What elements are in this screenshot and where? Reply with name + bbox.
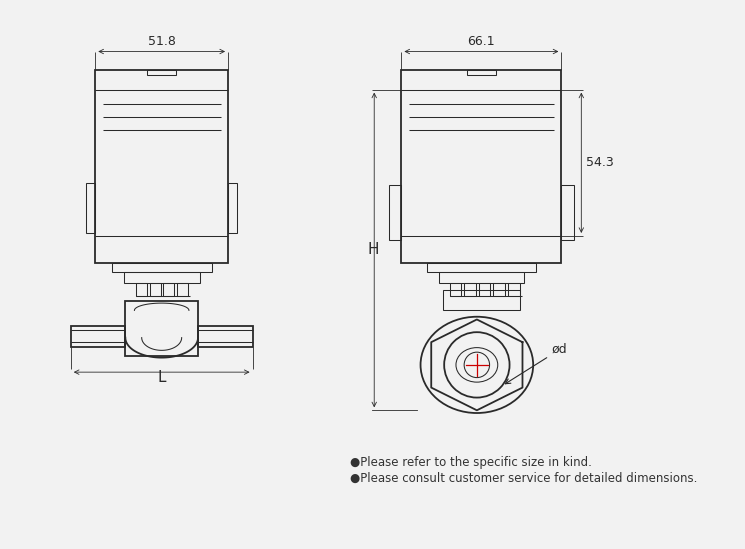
Bar (177, 283, 188, 296)
Bar (112, 263, 212, 272)
Text: ●Please consult customer service for detailed dimensions.: ●Please consult customer service for det… (349, 472, 697, 485)
Bar (439, 272, 524, 283)
Text: 54.3: 54.3 (586, 156, 614, 169)
Bar (163, 283, 174, 296)
Bar (125, 301, 198, 356)
Bar (464, 283, 476, 296)
Bar (508, 283, 519, 296)
Bar (136, 283, 148, 296)
Text: ●Please refer to the specific size in kind.: ●Please refer to the specific size in ki… (349, 456, 592, 468)
Bar (124, 272, 200, 283)
Bar (402, 70, 561, 263)
Text: H: H (367, 243, 378, 257)
Bar (150, 283, 161, 296)
Text: ød: ød (505, 343, 568, 384)
Bar (450, 283, 461, 296)
Bar (561, 185, 574, 239)
Bar (198, 326, 253, 347)
Bar (86, 183, 95, 233)
Text: 51.8: 51.8 (148, 35, 176, 48)
Bar (479, 283, 490, 296)
Bar (95, 70, 228, 263)
Text: 66.1: 66.1 (468, 35, 495, 48)
Text: L: L (157, 370, 166, 385)
Bar (148, 70, 177, 75)
Bar (228, 183, 237, 233)
Bar (71, 326, 125, 347)
Bar (427, 263, 536, 272)
Bar (389, 185, 402, 239)
Bar (443, 290, 519, 310)
Bar (467, 70, 496, 75)
Bar (493, 283, 505, 296)
